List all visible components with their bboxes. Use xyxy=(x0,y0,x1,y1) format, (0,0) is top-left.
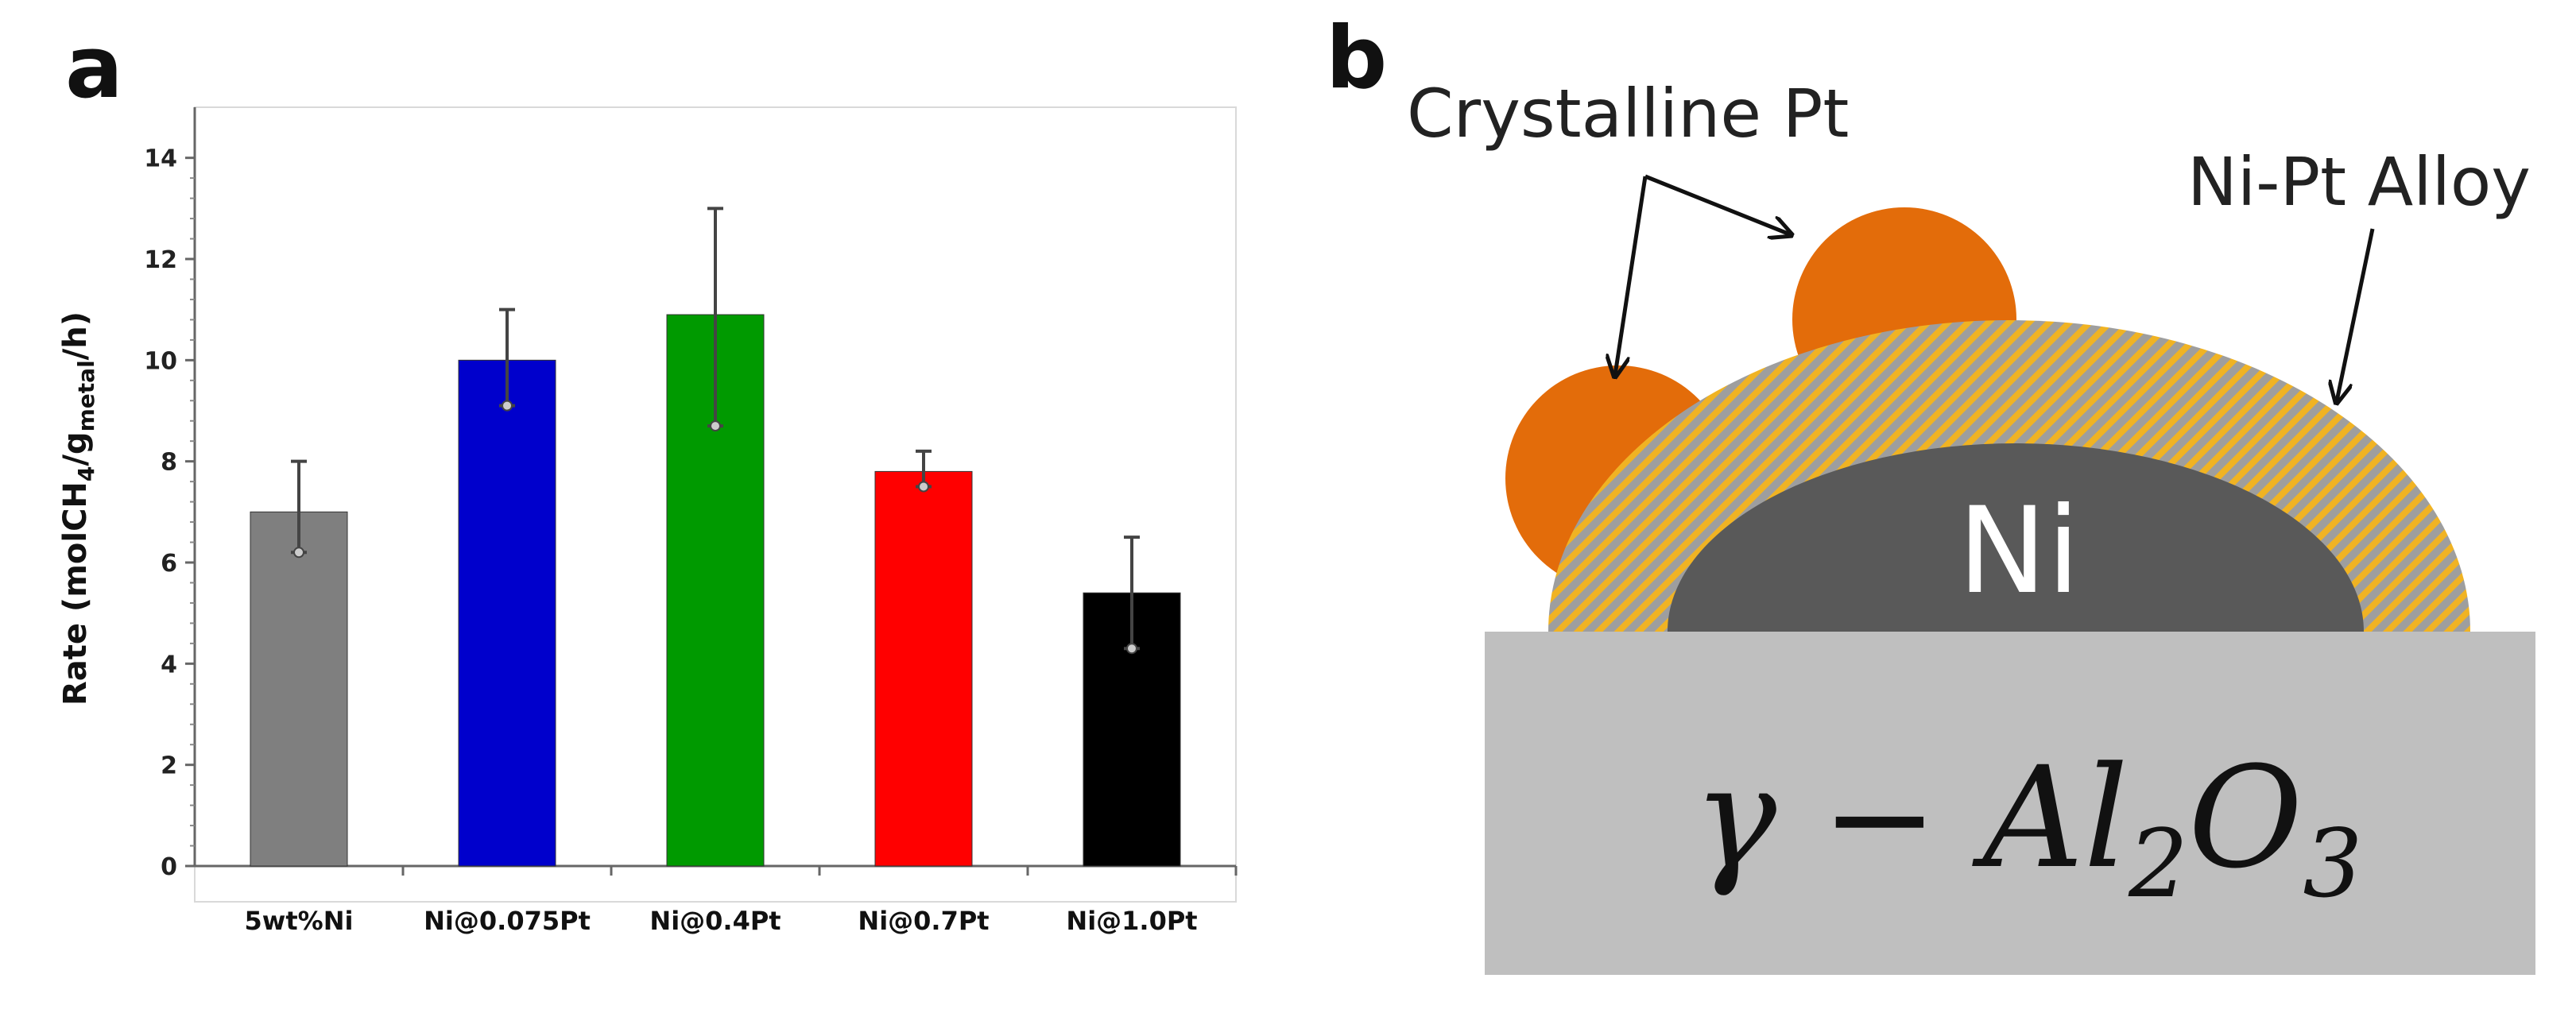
x-category-label: Ni@0.4Pt xyxy=(649,906,781,936)
substrate-label: γ − Al2O3 xyxy=(1693,737,2362,918)
crystalline-pt-arrow-left xyxy=(1615,176,1648,375)
error-marker xyxy=(918,481,929,493)
y-tick-label: 10 xyxy=(144,347,177,375)
y-tick-label: 14 xyxy=(144,145,177,173)
panel-a: a Rate (molCH4/gmetal/h) 0 2 4 6 8 10 12 14 5wt%… xyxy=(57,18,1238,936)
bar-Ni@0.075Pt xyxy=(458,359,556,867)
ni-core-label: Ni xyxy=(1958,482,2080,621)
y-tick-label: 0 xyxy=(161,853,177,881)
crystalline-pt-label: Crystalline Pt xyxy=(1407,75,1849,153)
y-tick-label: 8 xyxy=(161,449,177,477)
bar-5wt%Ni xyxy=(250,511,348,867)
x-category-label: Ni@1.0Pt xyxy=(1066,906,1197,936)
bar-chart: 0 2 4 6 8 10 12 14 5wt%Ni Ni@0.075Pt Ni@0.4Pt Ni@0.… xyxy=(144,107,1238,936)
y-tick-label: 12 xyxy=(144,246,177,274)
y-tick-label: 4 xyxy=(161,651,177,679)
ni-core xyxy=(1668,443,2364,632)
error-marker xyxy=(502,400,513,412)
crystalline-pt-arrow-right xyxy=(1644,174,1790,234)
x-category-label: Ni@0.7Pt xyxy=(858,906,989,936)
x-category-label: 5wt%Ni xyxy=(245,906,354,936)
y-tick-label: 2 xyxy=(161,752,177,780)
ni-pt-alloy-label: Ni-Pt Alloy xyxy=(2187,143,2531,221)
bar-Ni@0.7Pt xyxy=(874,470,973,867)
error-marker xyxy=(293,547,304,559)
ni-pt-alloy-arrow xyxy=(2337,228,2375,401)
substrate-block xyxy=(1485,632,2535,975)
error-marker xyxy=(710,420,721,432)
y-axis-label: Rate (molCH4/gmetal/h) xyxy=(57,311,99,706)
panel-b: b Ni γ − Al2O3 Crystalline Pt Ni-Pt Allo… xyxy=(1326,9,2535,975)
panel-b-label: b xyxy=(1326,9,1387,108)
x-category-label: Ni@0.075Pt xyxy=(424,906,591,936)
y-tick-label: 6 xyxy=(161,550,177,578)
error-marker xyxy=(1126,643,1137,655)
panel-a-label: a xyxy=(65,18,123,118)
